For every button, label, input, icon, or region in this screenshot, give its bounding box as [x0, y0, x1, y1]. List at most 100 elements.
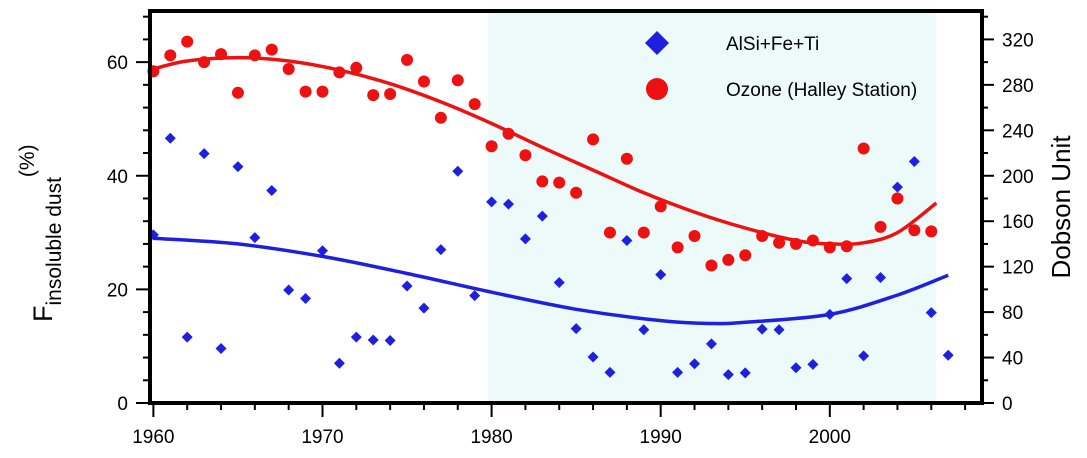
data-point-ozone	[502, 127, 515, 140]
data-point-ozone	[248, 49, 261, 62]
data-point-alsi	[435, 244, 447, 256]
y-left-tick-label: 60	[107, 53, 128, 74]
shaded-region	[488, 11, 937, 403]
data-point-ozone	[553, 176, 566, 189]
data-point-alsi	[300, 292, 312, 304]
data-point-alsi	[891, 181, 903, 193]
svg-text:Finsoluble dust(%): Finsoluble dust(%)	[16, 144, 66, 322]
data-point-ozone	[840, 240, 853, 253]
data-point-ozone	[773, 236, 786, 249]
x-tick-label: 1960	[132, 427, 174, 448]
data-point-alsi	[232, 161, 244, 173]
data-point-alsi	[739, 367, 751, 379]
y-right-tick-label: 0	[1002, 394, 1013, 415]
data-point-ozone	[417, 75, 430, 88]
data-point-ozone	[925, 225, 938, 238]
x-tick-label: 1990	[640, 427, 682, 448]
data-point-ozone	[485, 140, 498, 153]
data-point-alsi	[418, 302, 430, 314]
data-point-alsi	[215, 342, 227, 354]
data-point-alsi	[942, 349, 954, 361]
data-point-alsi	[756, 323, 768, 335]
data-point-alsi	[519, 233, 531, 245]
y-right-tick-label: 280	[1002, 76, 1034, 97]
data-point-alsi	[367, 334, 379, 346]
y-left-label-sub: insoluble dust	[43, 177, 66, 306]
data-point-alsi	[722, 369, 734, 381]
data-point-alsi	[875, 271, 887, 283]
data-point-ozone	[654, 200, 667, 213]
y-right-tick-label: 80	[1002, 303, 1023, 324]
y-right-tick-label: 120	[1002, 258, 1034, 279]
data-point-alsi	[469, 290, 481, 302]
data-point-ozone	[722, 253, 735, 266]
data-point-alsi	[638, 324, 650, 336]
y-left-tick-label: 0	[117, 394, 128, 415]
y-right-tick-label: 320	[1002, 30, 1034, 51]
data-point-alsi	[384, 335, 396, 347]
data-point-ozone	[451, 74, 464, 87]
data-point-ozone	[891, 192, 904, 205]
data-point-ozone	[265, 43, 278, 56]
data-point-alsi	[858, 350, 870, 362]
data-point-ozone	[688, 229, 701, 242]
legend: AlSi+Fe+Ti Ozone (Halley Station)	[645, 31, 917, 101]
x-tick-label: 2000	[809, 427, 851, 448]
data-point-alsi	[773, 324, 785, 336]
data-point-ozone	[806, 234, 819, 247]
y-right-tick-label: 200	[1002, 167, 1034, 188]
y-left-tick-label: 20	[107, 280, 128, 301]
markers	[147, 35, 954, 381]
data-point-alsi	[570, 323, 582, 335]
data-point-alsi	[333, 357, 345, 369]
data-point-alsi	[587, 351, 599, 363]
data-point-ozone	[536, 175, 549, 188]
x-axis: 1960 1970 1980 1990 2000	[132, 403, 967, 448]
data-point-alsi	[181, 331, 193, 343]
data-point-alsi	[503, 198, 515, 210]
data-point-ozone	[282, 62, 295, 75]
data-point-ozone	[299, 85, 312, 98]
data-point-alsi	[164, 132, 176, 144]
data-point-alsi	[655, 269, 667, 281]
data-point-alsi	[621, 235, 633, 247]
y-right-tick-label: 240	[1002, 121, 1034, 142]
data-point-alsi	[807, 358, 819, 370]
data-point-ozone	[739, 249, 752, 262]
data-point-ozone	[164, 49, 177, 62]
data-point-alsi	[841, 273, 853, 285]
legend-marker-alsi	[645, 31, 669, 55]
data-point-alsi	[908, 156, 920, 168]
data-point-alsi	[925, 307, 937, 319]
x-tick-label: 1970	[301, 427, 343, 448]
data-point-ozone	[705, 259, 718, 272]
data-point-alsi	[198, 148, 210, 160]
data-point-ozone	[231, 86, 244, 99]
data-point-ozone	[519, 149, 532, 162]
data-point-ozone	[874, 220, 887, 233]
data-point-alsi	[486, 196, 498, 208]
data-point-ozone	[401, 53, 414, 66]
data-point-alsi	[401, 280, 413, 292]
data-point-alsi	[604, 366, 616, 378]
data-point-ozone	[671, 241, 684, 254]
y-right-tick-label: 160	[1002, 212, 1034, 233]
data-point-ozone	[367, 89, 380, 102]
legend-label-alsi: AlSi+Fe+Ti	[726, 34, 819, 55]
y-left-label-unit: (%)	[16, 144, 39, 177]
data-point-ozone	[316, 85, 329, 98]
y-axis-left: 0 20 40 60	[107, 15, 150, 415]
data-point-ozone	[468, 98, 481, 111]
legend-marker-ozone	[646, 78, 668, 100]
data-point-ozone	[384, 87, 397, 100]
data-point-alsi	[536, 210, 548, 222]
data-point-ozone	[434, 111, 447, 124]
data-point-alsi	[553, 277, 565, 289]
data-point-ozone	[198, 56, 211, 69]
data-point-ozone	[637, 226, 650, 239]
data-point-alsi	[705, 338, 717, 350]
data-point-ozone	[350, 61, 363, 74]
y-axis-right: 0 40 80 120 160 200 240 280 320	[982, 15, 1034, 415]
plot-frame	[148, 9, 984, 405]
